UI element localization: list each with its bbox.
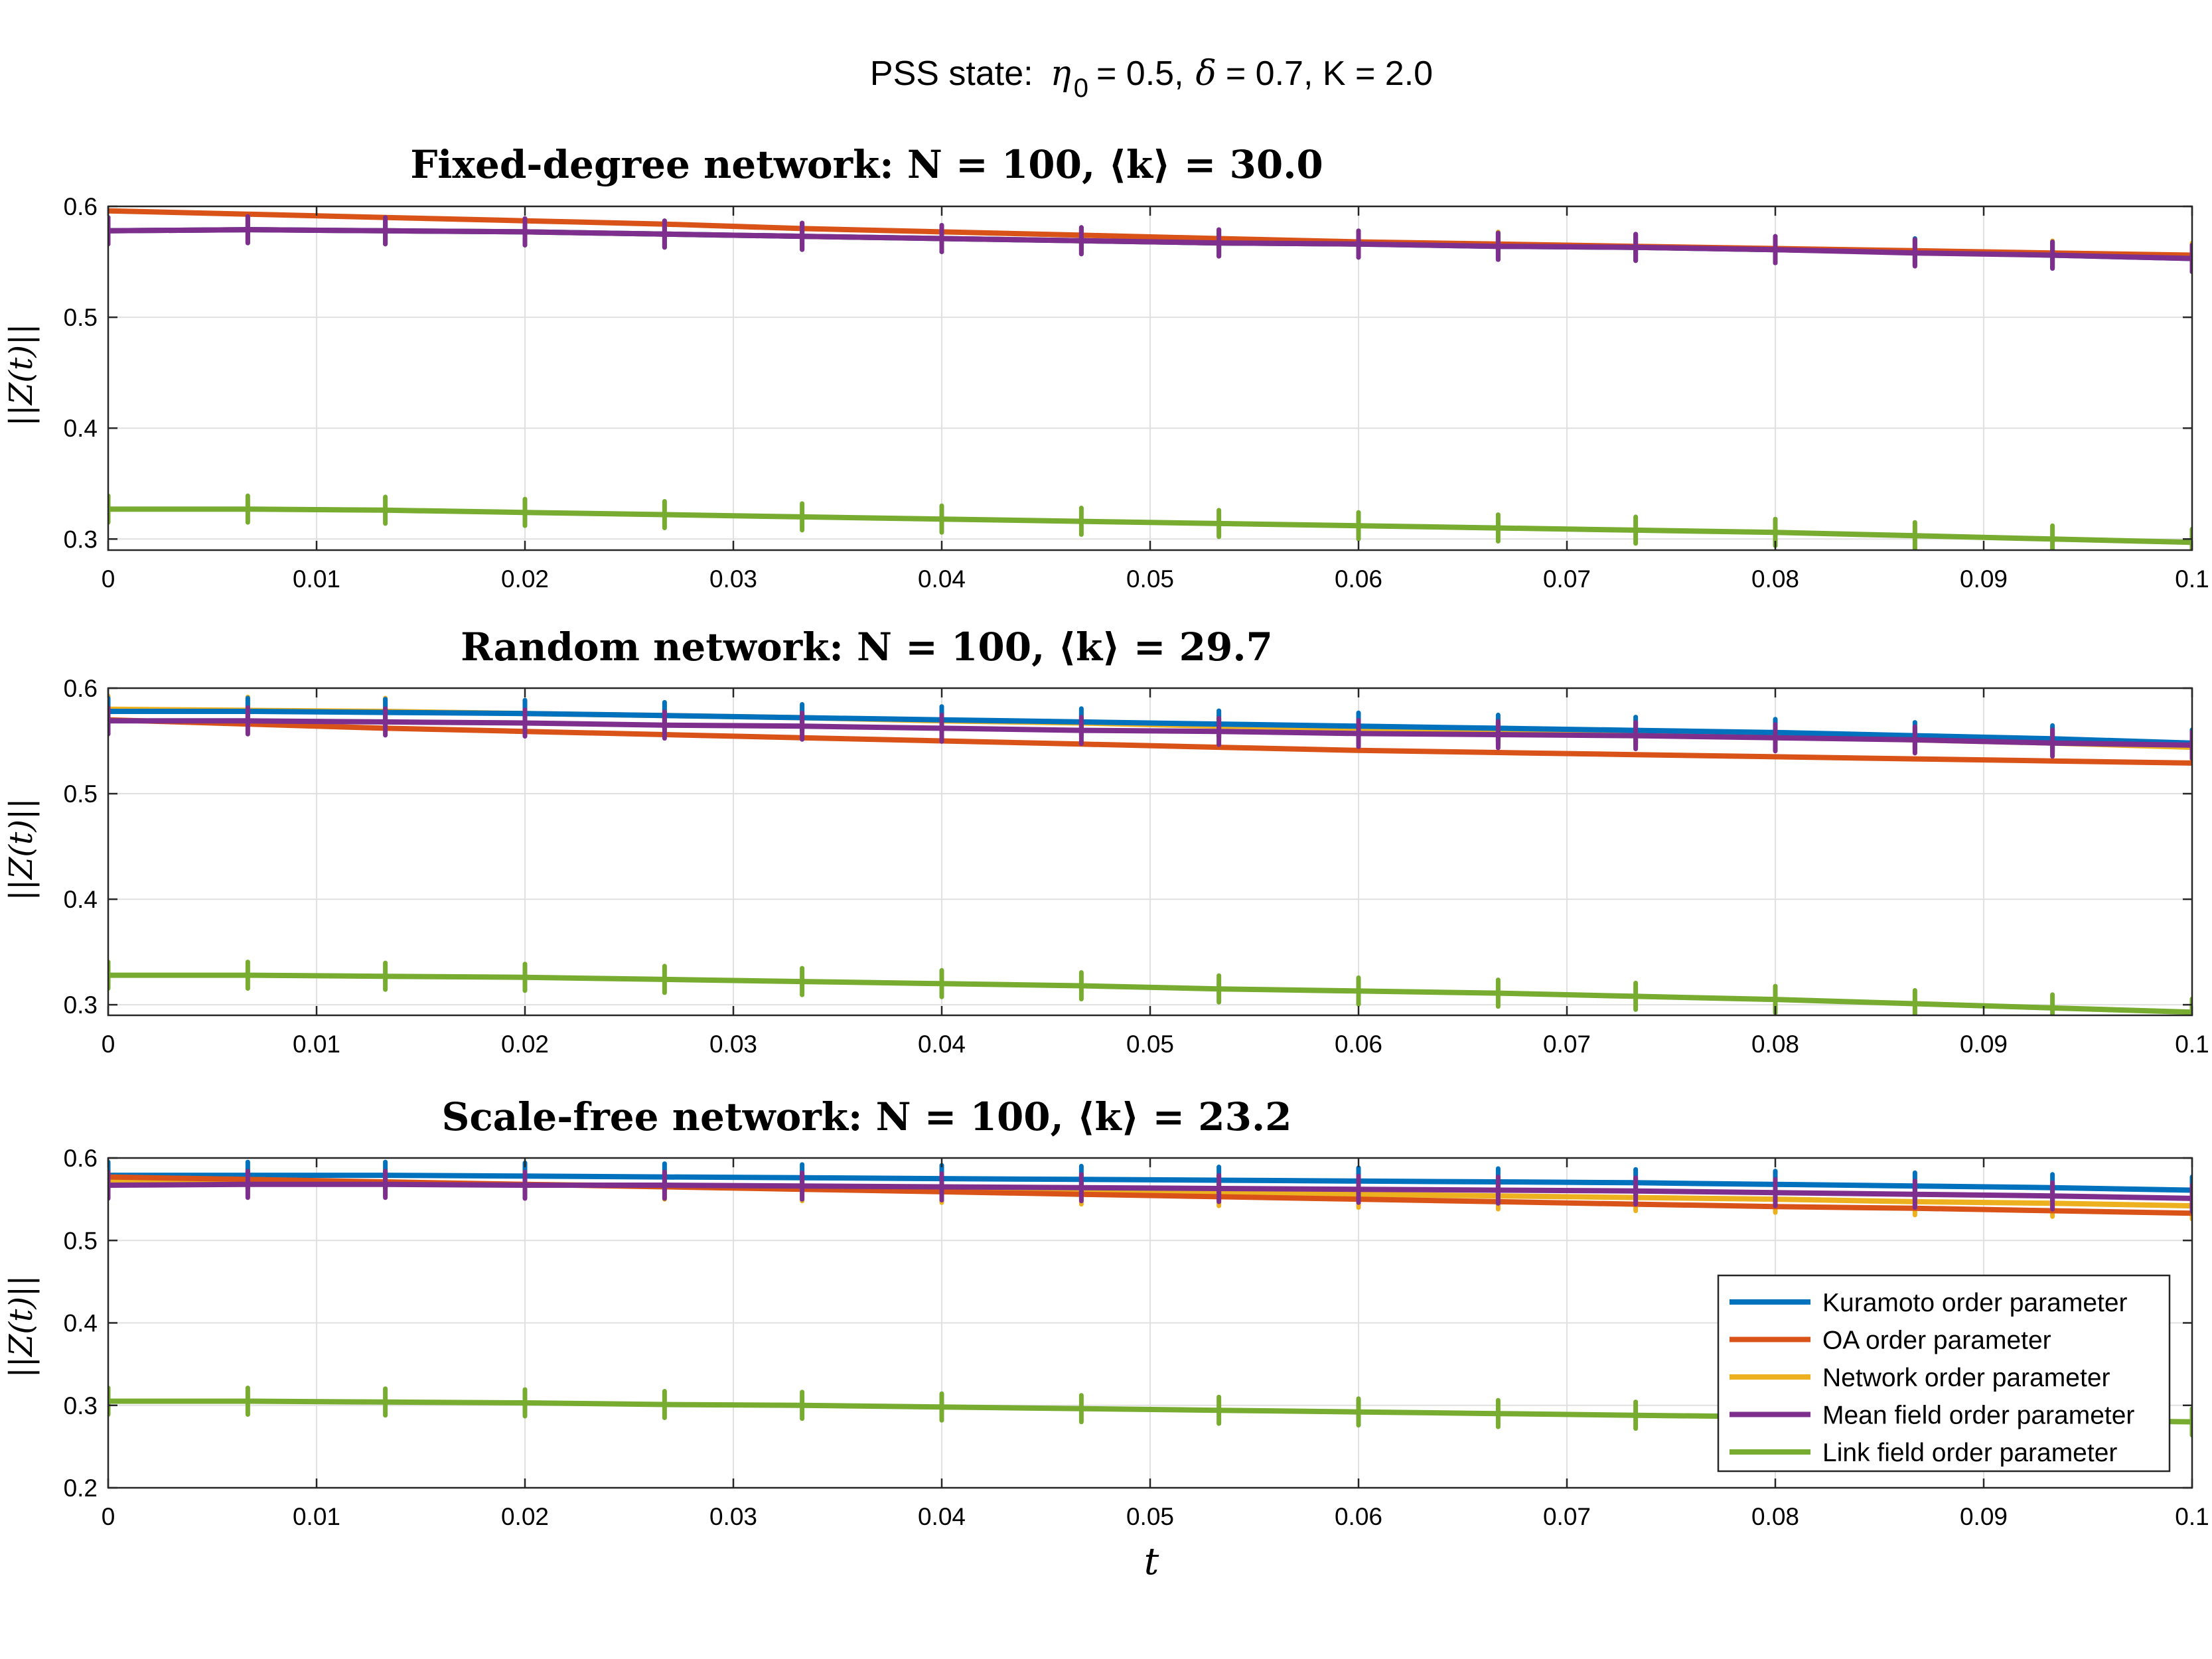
y-tick-label: 0.2 (64, 1475, 98, 1502)
x-tick-label: 0.05 (1126, 565, 1174, 593)
series-layer (108, 693, 2192, 1015)
legend-label-link-field-order-parameter: Link field order parameter (1822, 1439, 2117, 1467)
x-tick-label: 0.01 (293, 565, 340, 593)
plot-area: 0 0.01 0.02 0.03 0.04 0.05 0.06 0.07 0.08 0.09 0.1… (64, 193, 2209, 593)
y-axis-label: ||Z(t)|| (3, 798, 40, 901)
x-tick-label: 0.09 (1960, 1031, 2008, 1058)
y-tick-label: 0.5 (64, 780, 98, 808)
x-axis-label: t (1144, 1540, 1159, 1583)
figure-suptitle: PSS state: η 0 = 0.5, δ = 0.7, K = 2.0 (870, 54, 1433, 103)
delta-value: = 0.7, K = 2.0 (1226, 54, 1433, 93)
x-tick-label: 0.1 (2175, 1503, 2209, 1530)
x-tick-label: 0 (102, 1031, 115, 1058)
x-tick-label: 0.01 (293, 1031, 340, 1058)
x-tick-label: 0.05 (1126, 1503, 1174, 1530)
legend-label-oa-order-parameter: OA order parameter (1822, 1327, 2051, 1355)
x-tick-label: 0.02 (501, 1503, 549, 1530)
x-tick-label: 0.07 (1543, 1503, 1591, 1530)
x-tick-label: 0.04 (918, 565, 966, 593)
x-tick-label: 0.03 (709, 1503, 757, 1530)
y-tick-label: 0.3 (64, 526, 98, 553)
eta-symbol: η (1051, 54, 1071, 94)
y-axis-label: ||Z(t)|| (3, 1275, 40, 1378)
series-line-kuramoto-order-parameter (108, 1173, 2192, 1193)
eta-subscript: 0 (1074, 74, 1088, 103)
legend-label-kuramoto-order-parameter: Kuramoto order parameter (1822, 1289, 2128, 1317)
y-tick-label: 0.4 (64, 886, 98, 913)
delta-symbol: δ (1196, 54, 1217, 94)
y-axis-label: ||Z(t)|| (3, 324, 40, 427)
series-line-kuramoto-order-parameter (108, 709, 2192, 746)
x-tick-label: 0.02 (501, 565, 549, 593)
series-line-link-field-order-parameter (108, 972, 2192, 1015)
x-tick-label: 0.06 (1335, 565, 1382, 593)
y-tick-label: 0.5 (64, 304, 98, 331)
x-tick-label: 0.04 (918, 1031, 966, 1058)
x-tick-label: 0.07 (1543, 1031, 1591, 1058)
y-tick-label: 0.6 (64, 1145, 98, 1172)
x-tick-label: 0.08 (1751, 1031, 1799, 1058)
legend-label-network-order-parameter: Network order parameter (1822, 1364, 2110, 1392)
series-line-oa-order-parameter (108, 717, 2192, 766)
y-tick-label: 0.4 (64, 415, 98, 442)
x-tick-label: 0.1 (2175, 565, 2209, 593)
series-line-link-field-order-parameter (108, 506, 2192, 545)
panel-fixed-degree: Fixed-degree network: N = 100, ⟨k⟩ = 30.… (3, 142, 2209, 593)
x-tick-label: 0 (102, 1503, 115, 1530)
x-tick-label: 0.09 (1960, 565, 2008, 593)
panel-title: Fixed-degree network: N = 100, ⟨k⟩ = 30.… (410, 142, 1323, 187)
panel-title: Random network: N = 100, ⟨k⟩ = 29.7 (461, 624, 1273, 670)
y-tick-label: 0.5 (64, 1227, 98, 1254)
y-tick-label: 0.3 (64, 991, 98, 1019)
x-tick-label: 0.1 (2175, 1031, 2209, 1058)
legend-box (1717, 1274, 2171, 1473)
x-tick-label: 0.06 (1335, 1503, 1382, 1530)
series-line-mean-field-order-parameter (108, 1181, 2192, 1201)
series-line-mean-field-order-parameter (108, 227, 2192, 261)
y-tick-label: 0.4 (64, 1310, 98, 1337)
x-tick-label: 0.07 (1543, 565, 1591, 593)
x-tick-label: 0.09 (1960, 1503, 2008, 1530)
x-tick-label: 0.05 (1126, 1031, 1174, 1058)
panel-random: Random network: N = 100, ⟨k⟩ = 29.7 0 0.0… (3, 624, 2209, 1058)
x-tick-label: 0.01 (293, 1503, 340, 1530)
x-tick-label: 0.08 (1751, 565, 1799, 593)
x-tick-label: 0 (102, 565, 115, 593)
y-tick-label: 0.6 (64, 675, 98, 702)
x-tick-label: 0.03 (709, 1031, 757, 1058)
plot-area: 0 0.01 0.02 0.03 0.04 0.05 0.06 0.07 0.08 0.09 0.1… (64, 675, 2209, 1058)
suptitle-prefix: PSS state: (870, 54, 1033, 93)
series-line-mean-field-order-parameter (108, 718, 2192, 748)
x-tick-label: 0.08 (1751, 1503, 1799, 1530)
legend-label-mean-field-order-parameter: Mean field order parameter (1822, 1402, 2134, 1430)
x-tick-label: 0.04 (918, 1503, 966, 1530)
y-tick-label: 0.3 (64, 1392, 98, 1419)
panel-title: Scale-free network: N = 100, ⟨k⟩ = 23.2 (441, 1094, 1291, 1139)
x-tick-label: 0.06 (1335, 1031, 1382, 1058)
eta-value: = 0.5, (1096, 54, 1184, 93)
series-layer (108, 208, 2192, 550)
x-tick-label: 0.03 (709, 565, 757, 593)
x-tick-label: 0.02 (501, 1031, 549, 1058)
legend: Kuramoto order parameter OA order paramet… (1717, 1274, 2171, 1473)
y-tick-label: 0.6 (64, 193, 98, 220)
